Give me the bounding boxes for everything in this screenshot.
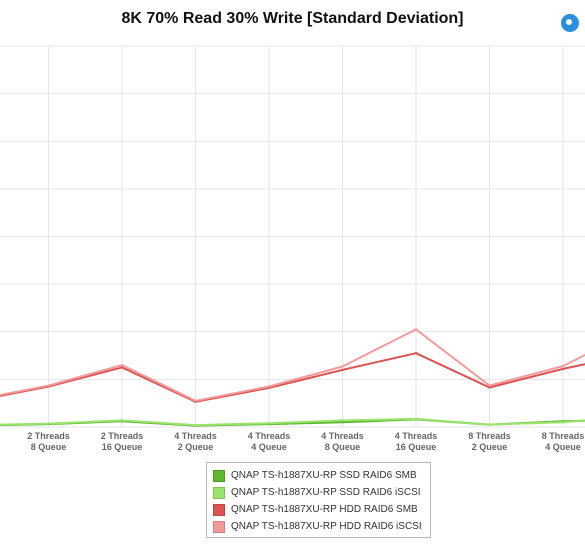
data-point[interactable] (488, 423, 491, 426)
legend-swatch (213, 486, 225, 499)
data-point[interactable] (414, 351, 418, 355)
x-tick-label: 2 Threads 16 Queue (101, 431, 144, 452)
data-point[interactable] (267, 421, 271, 425)
legend-item[interactable]: QNAP TS-h1887XU-RP SSD RAID6 iSCSI (213, 484, 430, 501)
data-point[interactable] (561, 367, 565, 371)
data-point[interactable] (561, 364, 565, 368)
legend-item[interactable]: QNAP TS-h1887XU-RP HDD RAID6 SMB (213, 501, 430, 518)
legend-item[interactable]: QNAP TS-h1887XU-RP SSD RAID6 SMB (213, 467, 430, 484)
x-tick-label: 4 Threads 8 Queue (321, 431, 364, 452)
data-point[interactable] (341, 365, 344, 368)
legend-swatch (213, 503, 225, 516)
data-point[interactable] (414, 328, 418, 331)
legend-label: QNAP TS-h1887XU-RP HDD RAID6 iSCSI (231, 521, 422, 532)
data-point[interactable] (341, 368, 344, 372)
legend-label: QNAP TS-h1887XU-RP SSD RAID6 iSCSI (231, 487, 421, 498)
data-point[interactable] (488, 384, 491, 387)
data-point[interactable] (47, 384, 50, 387)
chart-menu-icon[interactable] (561, 14, 579, 32)
chart-title: 8K 70% Read 30% Write [Standard Deviatio… (121, 10, 464, 27)
x-tick-label: 4 Threads 16 Queue (395, 431, 438, 452)
data-point[interactable] (120, 419, 124, 422)
legend-item[interactable]: QNAP TS-h1887XU-RP HDD RAID6 iSCSI (213, 518, 430, 535)
data-point[interactable] (267, 385, 271, 388)
x-tick-label: 4 Threads 4 Queue (248, 431, 291, 452)
legend-swatch (213, 520, 225, 533)
series-line-3[interactable] (0, 303, 585, 403)
legend-label: QNAP TS-h1887XU-RP HDD RAID6 SMB (231, 504, 418, 515)
data-point[interactable] (561, 421, 565, 424)
data-point[interactable] (341, 419, 344, 422)
series-line-2[interactable] (0, 409, 585, 427)
data-point[interactable] (194, 423, 197, 427)
data-point[interactable] (194, 399, 197, 403)
x-tick-label: 8 Threads 2 Queue (468, 431, 511, 452)
x-tick-label: 8 Threads 4 Queue (542, 431, 585, 452)
data-point[interactable] (120, 363, 124, 367)
legend-label: QNAP TS-h1887XU-RP SSD RAID6 SMB (231, 470, 417, 481)
data-point[interactable] (120, 366, 124, 369)
data-point[interactable] (414, 417, 418, 421)
data-point[interactable] (47, 422, 50, 425)
x-tick-label: 2 Threads 8 Queue (27, 431, 70, 452)
data-point[interactable] (488, 386, 491, 389)
data-point[interactable] (341, 421, 344, 424)
x-tick-label: 4 Threads 2 Queue (174, 431, 217, 452)
legend-swatch (213, 469, 225, 482)
legend: QNAP TS-h1887XU-RP SSD RAID6 SMB QNAP TS-… (206, 462, 431, 538)
